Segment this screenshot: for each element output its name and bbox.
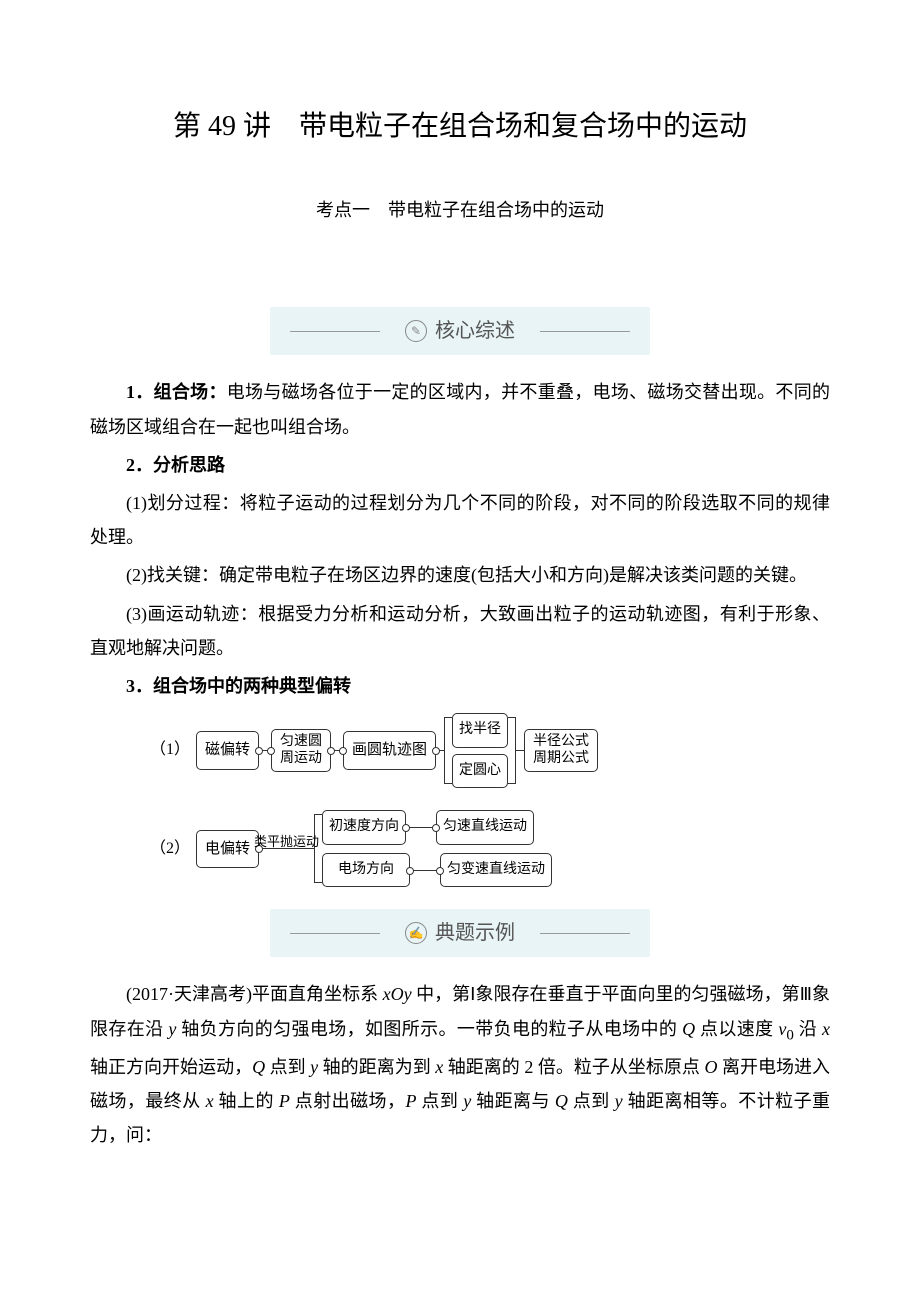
bracket-icon: [508, 717, 516, 784]
connector: [331, 750, 343, 751]
connector: 类平抛运动: [259, 848, 314, 849]
connector: [516, 750, 524, 751]
para-1: 1．组合场：电场与磁场各位于一定的区域内，并不重叠，电场、磁场交替出现。不同的磁…: [90, 375, 830, 443]
banner-text: 典题示例: [435, 914, 515, 952]
leaf-icon: ✎: [405, 320, 427, 342]
label-1: 1．组合场：: [126, 382, 227, 402]
banner-core-summary: ✎ 核心综述: [270, 307, 650, 355]
node-initial-velocity: 初速度方向: [322, 810, 406, 845]
node-find-radius: 找半径: [452, 713, 508, 748]
connector: [436, 750, 444, 751]
pen-icon: ✍: [405, 922, 427, 944]
para-3-label: 3．组合场中的两种典型偏转: [90, 669, 830, 703]
connector: [259, 750, 271, 751]
node-find-center: 定圆心: [452, 754, 508, 789]
connector: [410, 870, 440, 871]
banner-text: 核心综述: [435, 312, 515, 350]
para-2-label: 2．分析思路: [90, 448, 830, 482]
example-text: (2017·天津高考)平面直角坐标系 xOy 中，第Ⅰ象限存在垂直于平面向里的匀…: [90, 977, 830, 1152]
diagram-row-1: （1） 磁偏转 匀速圆 周运动 画圆轨迹图 找半径 定圆心 半径公式 周期公式: [150, 713, 790, 788]
node-field-direction: 电场方向: [322, 853, 410, 888]
node-uniform-linear: 匀速直线运动: [436, 810, 534, 845]
connector: [406, 827, 436, 828]
node-circular-motion: 匀速圆 周运动: [271, 729, 331, 773]
row-label-2: （2）: [150, 834, 190, 864]
node-draw-circle: 画圆轨迹图: [343, 731, 436, 770]
flowchart-diagram: （1） 磁偏转 匀速圆 周运动 画圆轨迹图 找半径 定圆心 半径公式 周期公式 …: [150, 713, 790, 887]
para-2-2: (2)找关键：确定带电粒子在场区边界的速度(包括大小和方向)是解决该类问题的关键…: [90, 558, 830, 592]
subtitle: 考点一 带电粒子在组合场中的运动: [90, 193, 830, 227]
row-label-1: （1）: [150, 735, 190, 765]
diagram-row-2: （2） 电偏转 类平抛运动 初速度方向 匀速直线运动 电场方向 匀变速直线运动: [150, 810, 790, 887]
para-2-1: (1)划分过程：将粒子运动的过程划分为几个不同的阶段，对不同的阶段选取不同的规律…: [90, 486, 830, 554]
node-uniform-accel: 匀变速直线运动: [440, 853, 552, 888]
para-2-3: (3)画运动轨迹：根据受力分析和运动分析，大致画出粒子的运动轨迹图，有利于形象、…: [90, 597, 830, 665]
bracket-icon: [444, 717, 452, 784]
page-title: 第 49 讲 带电粒子在组合场和复合场中的运动: [90, 100, 830, 153]
edge-label: 类平抛运动: [254, 830, 319, 855]
node-electric: 电偏转: [196, 830, 259, 869]
banner-example: ✍ 典题示例: [270, 909, 650, 957]
node-magnetic: 磁偏转: [196, 731, 259, 770]
node-formulas: 半径公式 周期公式: [524, 729, 598, 773]
